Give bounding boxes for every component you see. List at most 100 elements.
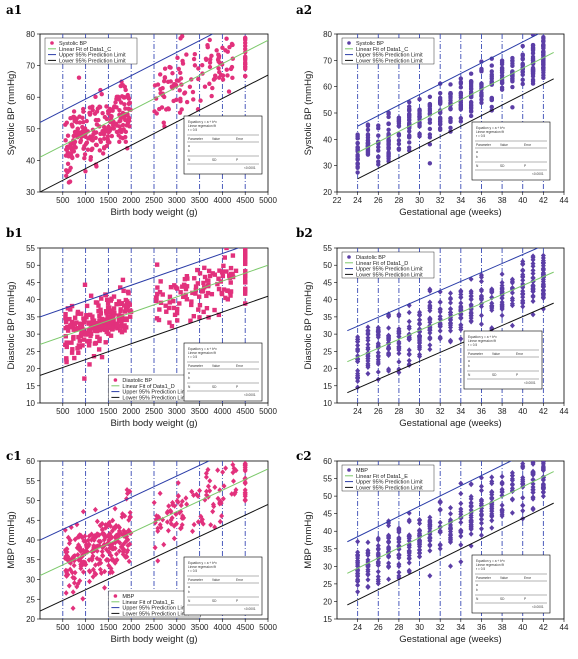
data-point xyxy=(458,291,464,298)
data-point xyxy=(541,453,546,459)
data-point xyxy=(541,52,546,57)
y-tick-label: 55 xyxy=(26,477,35,486)
data-point xyxy=(468,109,474,114)
data-point xyxy=(230,75,235,81)
legend-entry: Upper 95% Prediction Limit xyxy=(356,53,423,59)
data-point xyxy=(171,98,176,104)
data-point xyxy=(458,500,464,507)
data-point xyxy=(406,302,412,309)
data-point xyxy=(243,248,248,251)
data-point xyxy=(225,297,231,302)
data-point xyxy=(207,487,213,494)
data-point xyxy=(101,537,107,543)
data-point xyxy=(509,290,515,296)
data-point xyxy=(118,318,123,324)
stats-row: <0.0001 xyxy=(244,166,256,170)
data-point xyxy=(437,499,443,506)
data-point xyxy=(499,509,505,515)
data-point xyxy=(396,573,402,579)
data-point xyxy=(478,502,484,509)
stats-row: SD xyxy=(212,385,217,389)
x-tick-label: 3000 xyxy=(168,196,186,205)
panel-label-c1: c1 xyxy=(6,449,22,463)
data-point xyxy=(213,73,218,78)
data-point xyxy=(98,139,104,144)
data-point xyxy=(104,129,109,134)
stats-header: Error xyxy=(236,364,244,368)
data-point xyxy=(79,324,85,329)
data-point xyxy=(468,102,474,107)
data-point xyxy=(386,366,392,372)
data-point xyxy=(205,45,210,50)
x-tick-label: 32 xyxy=(436,407,445,416)
data-point xyxy=(175,318,180,323)
data-point xyxy=(396,138,402,143)
data-point xyxy=(205,483,211,490)
data-point xyxy=(72,144,77,149)
data-point xyxy=(157,307,162,312)
data-point xyxy=(87,312,93,318)
data-point xyxy=(195,493,201,500)
data-point xyxy=(63,315,68,321)
data-point xyxy=(97,327,103,333)
data-point xyxy=(458,116,464,121)
data-point xyxy=(65,328,71,333)
legend-entry: Systolic BP xyxy=(59,41,87,47)
linear-fit-line xyxy=(357,51,554,153)
data-point xyxy=(82,337,87,342)
data-point xyxy=(396,141,402,147)
data-point xyxy=(243,255,248,260)
stats-header: Parameter xyxy=(188,364,204,368)
data-point xyxy=(228,271,234,277)
data-point xyxy=(110,316,115,321)
data-point xyxy=(499,79,505,85)
data-point xyxy=(406,357,412,364)
data-point xyxy=(386,337,392,344)
data-point xyxy=(437,328,443,334)
stats-row: SD xyxy=(492,373,497,377)
data-point xyxy=(88,293,94,298)
data-point xyxy=(105,540,111,547)
data-point xyxy=(479,97,484,102)
data-point xyxy=(489,489,495,496)
data-point xyxy=(97,338,102,344)
data-point xyxy=(95,300,100,305)
data-point xyxy=(355,372,361,379)
data-point xyxy=(396,119,402,124)
data-point xyxy=(375,568,381,575)
data-point xyxy=(173,520,179,527)
stats-row: N xyxy=(188,158,191,162)
data-point xyxy=(97,104,103,110)
data-point xyxy=(112,104,117,109)
data-point xyxy=(365,547,371,554)
data-point xyxy=(109,569,115,576)
legend-entry: Upper 95% Prediction Limit xyxy=(122,390,189,396)
data-point xyxy=(154,513,160,519)
linear-fit-line xyxy=(40,468,268,577)
data-point xyxy=(98,522,104,529)
x-tick-label: 24 xyxy=(353,623,362,632)
data-point xyxy=(220,495,226,502)
data-point xyxy=(417,540,423,546)
data-point xyxy=(396,569,402,576)
data-point xyxy=(396,534,402,541)
data-point xyxy=(204,488,210,495)
data-point xyxy=(417,543,423,550)
data-point xyxy=(520,258,526,265)
data-point xyxy=(489,478,495,485)
data-point xyxy=(478,278,484,285)
data-point xyxy=(158,279,163,284)
data-point xyxy=(406,559,412,566)
y-axis-label: Diastolic BP (mmHg) xyxy=(6,282,17,370)
data-point xyxy=(104,523,110,529)
data-point xyxy=(509,322,515,329)
data-point xyxy=(88,134,93,139)
data-point xyxy=(509,485,515,492)
data-point xyxy=(178,99,183,104)
y-tick-label: 20 xyxy=(323,365,332,374)
data-point xyxy=(181,294,186,300)
data-point xyxy=(448,337,453,344)
data-point xyxy=(84,303,90,309)
